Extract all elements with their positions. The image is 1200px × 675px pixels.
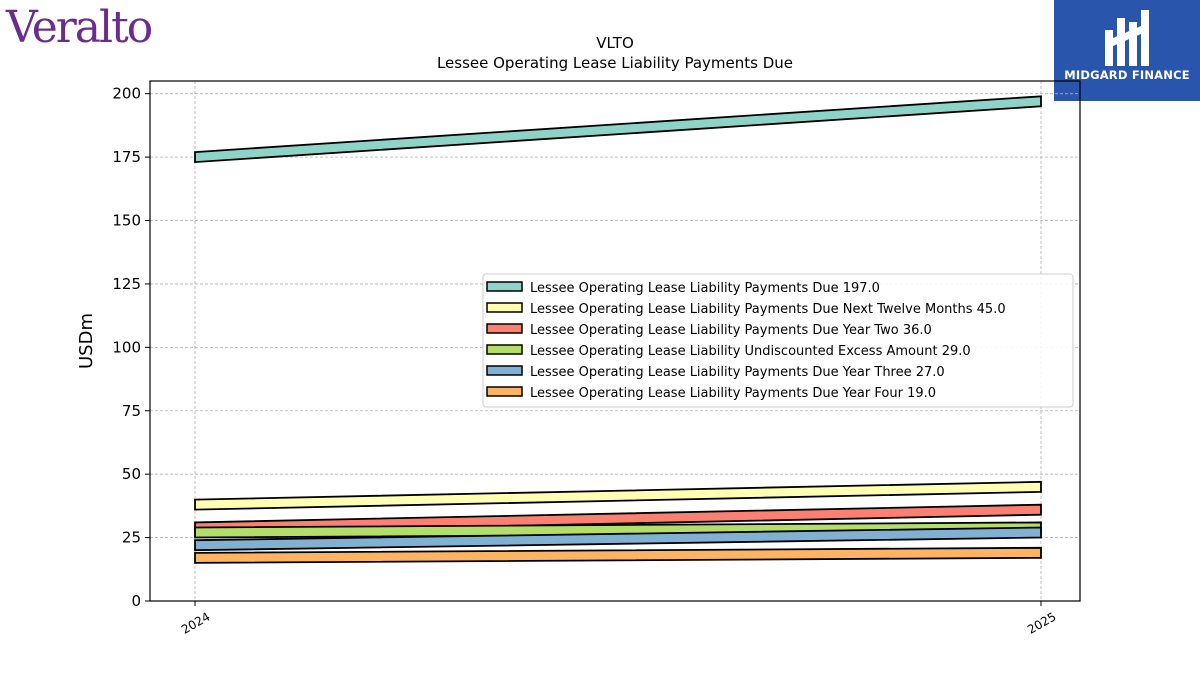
legend-label-3: Lessee Operating Lease Liability Payment… <box>530 323 932 338</box>
legend-swatch-3 <box>486 323 523 334</box>
veralto-logo: Veralto <box>6 2 153 53</box>
series-line-2 <box>194 480 1042 511</box>
legend-swatch-6 <box>486 386 523 397</box>
legend-label-2: Lessee Operating Lease Liability Payment… <box>530 302 1006 317</box>
y-tick-label: 175 <box>112 148 141 166</box>
series-line-1 <box>194 95 1042 164</box>
chart-title: VLTO <box>596 34 634 52</box>
series-line-5 <box>194 526 1042 552</box>
chart-subtitle: Lessee Operating Lease Liability Payment… <box>437 54 793 72</box>
y-tick-label: 75 <box>122 402 141 420</box>
badge-label: MIDGARD FINANCE <box>1064 68 1190 82</box>
series-line-6 <box>194 546 1042 564</box>
legend-swatch-5 <box>486 365 523 376</box>
legend-box <box>482 273 1074 408</box>
legend-label-4: Lessee Operating Lease Liability Undisco… <box>530 344 971 359</box>
y-tick-label: 150 <box>112 212 141 230</box>
legend-swatch-4 <box>486 344 523 355</box>
y-tick-label: 100 <box>112 338 141 356</box>
x-tick-label: 2025 <box>1025 609 1058 636</box>
y-tick-label: 50 <box>122 465 141 483</box>
y-tick-label: 125 <box>112 275 141 293</box>
y-tick-label: 0 <box>131 592 141 610</box>
y-tick-label: 25 <box>122 529 141 547</box>
midgard-logo-icon <box>1105 10 1149 66</box>
legend-label-6: Lessee Operating Lease Liability Payment… <box>530 386 936 401</box>
legend-swatch-1 <box>486 281 523 292</box>
y-axis-label: USDm <box>76 313 97 369</box>
y-tick-label: 200 <box>112 85 141 103</box>
legend-label-5: Lessee Operating Lease Liability Payment… <box>530 365 945 380</box>
midgard-finance-badge: MIDGARD FINANCE <box>1054 0 1200 101</box>
legend-swatch-2 <box>486 302 523 313</box>
legend-label-1: Lessee Operating Lease Liability Payment… <box>530 281 880 296</box>
x-tick-label: 2024 <box>179 609 212 636</box>
plot-frame <box>149 80 1081 602</box>
